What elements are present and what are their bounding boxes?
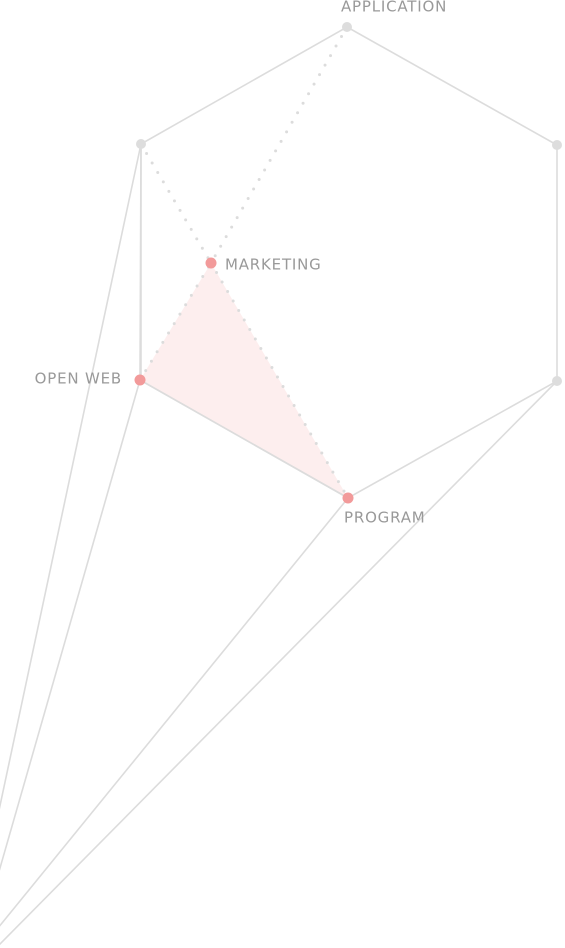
dotted-line xyxy=(138,261,213,382)
perspective-line xyxy=(0,497,349,927)
highlight-area xyxy=(140,263,348,498)
hexagon xyxy=(139,26,558,499)
node-point xyxy=(552,376,562,386)
node-point xyxy=(552,140,562,150)
dotted-line xyxy=(209,25,349,265)
node-label: MARKETING xyxy=(225,256,322,274)
perspective-line xyxy=(0,379,141,871)
dotted-line xyxy=(139,142,213,265)
node-point xyxy=(342,492,354,504)
node-point xyxy=(134,374,146,386)
node-point xyxy=(205,257,217,269)
node-point xyxy=(136,139,146,149)
dotted-line xyxy=(209,261,350,500)
node-label: PROGRAM xyxy=(344,509,426,527)
node-label: OPEN WEB xyxy=(35,370,122,388)
node-label: APPLICATION xyxy=(341,0,447,16)
node-point xyxy=(342,22,352,32)
edge xyxy=(139,379,349,499)
perspective-line xyxy=(0,143,142,810)
perspective-line xyxy=(0,380,558,946)
